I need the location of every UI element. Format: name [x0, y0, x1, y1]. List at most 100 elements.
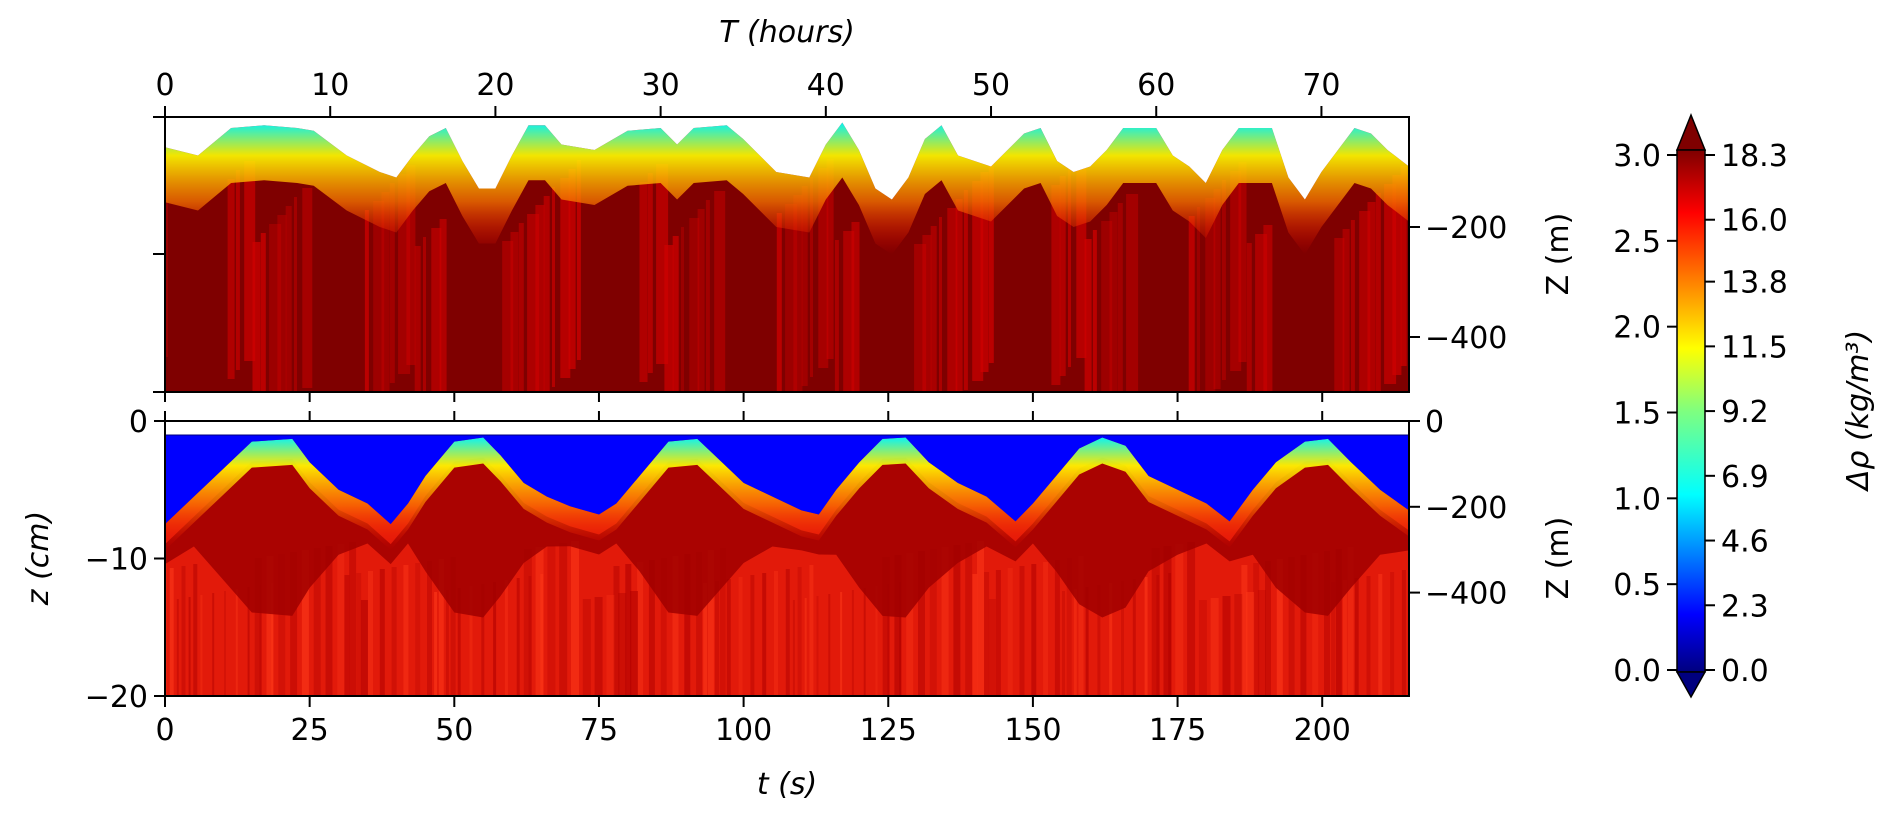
bottom-streak [906, 553, 914, 696]
bottom-streak [1241, 565, 1248, 696]
top-right-y-axis-label: Z (m) [1541, 213, 1576, 296]
bottom-streak [696, 552, 703, 696]
bottom-streak [875, 586, 878, 696]
bottom-streak [469, 586, 473, 696]
colorbar-top-extend [1675, 112, 1707, 151]
bottom-top-strip [165, 421, 1409, 435]
top-streak [302, 188, 313, 388]
top-x-tick-label: 50 [972, 68, 1010, 103]
bottom-streak [1390, 572, 1395, 696]
top-streak [1367, 202, 1376, 392]
top-x-axis: 0 10 20 30 40 50 60 70 [155, 68, 1341, 402]
bottom-streak [630, 591, 638, 696]
top-streak [1076, 158, 1087, 358]
top-streak [1230, 171, 1242, 371]
top-streak [423, 237, 426, 392]
top-streak [510, 232, 519, 392]
top-x-axis-label: T (hours) [719, 15, 855, 50]
bottom-streak [301, 550, 309, 696]
top-streak [1126, 194, 1139, 392]
bottom-streak [247, 587, 250, 696]
top-streak [656, 164, 669, 364]
bottom-streak [434, 592, 438, 696]
bottom-streak [193, 564, 198, 696]
top-streak [576, 160, 581, 360]
bottom-streak [1300, 555, 1307, 696]
colorbar-right-tick-label: 18.3 [1721, 139, 1788, 174]
bottom-streak [259, 585, 262, 696]
bottom-streak [1073, 589, 1077, 696]
bottom-y-tick-label: −20 [85, 680, 148, 715]
bottom-streak [1335, 549, 1342, 696]
bottom-streak [995, 570, 1001, 696]
top-x-tick-label: 70 [1302, 68, 1340, 103]
bottom-streak [176, 599, 179, 696]
top-streak [527, 214, 540, 392]
bottom-right-y-tick-label: −400 [1425, 577, 1507, 612]
top-streak [1359, 211, 1371, 392]
bottom-streak [851, 590, 854, 696]
top-streak [414, 246, 421, 392]
bottom-streak [266, 556, 274, 696]
top-streak [269, 224, 282, 392]
bottom-streak [1210, 598, 1219, 696]
colorbar-left-tick-label: 2.5 [1613, 225, 1661, 260]
bottom-streak [1354, 578, 1359, 696]
bottom-streak [313, 548, 321, 696]
bottom-streak [840, 592, 843, 696]
bottom-streak [1198, 600, 1207, 696]
bottom-streak [1401, 570, 1406, 696]
top-streak [1255, 234, 1268, 392]
bottom-streak [540, 574, 544, 696]
bottom-streak [648, 560, 655, 696]
top-right-y-axis: −200 −400 [1409, 211, 1507, 356]
bottom-streak [271, 583, 274, 696]
bottom-streak [785, 569, 790, 696]
bottom-streak [528, 576, 532, 696]
top-no-data-region [165, 117, 1409, 200]
bottom-streak [816, 596, 819, 696]
top-streak [818, 168, 829, 368]
bottom-streak [863, 588, 866, 696]
bottom-x-tick-label: 100 [715, 713, 772, 748]
bottom-x-axis: 0 25 50 75 100 125 150 175 200 [155, 411, 1351, 748]
bottom-x-tick-label: 0 [155, 713, 174, 748]
top-streak [980, 172, 989, 372]
top-streak [714, 191, 726, 391]
bottom-streak [1054, 560, 1060, 696]
bottom-left-y-axis-label: z (cm) [21, 511, 56, 606]
bottom-streak [582, 599, 591, 696]
top-streak [639, 182, 648, 382]
top-streak [1197, 207, 1200, 392]
top-streak [826, 159, 834, 359]
bottom-x-tick-label: 150 [1004, 713, 1061, 748]
bottom-streak [1257, 590, 1266, 696]
bottom-panel: 0 25 50 75 100 125 150 175 200 0 −10 −20 0 −200 −400… [21, 405, 1576, 802]
bottom-x-tick-label: 175 [1149, 713, 1206, 748]
colorbar-gradient [1676, 149, 1706, 673]
bottom-streak [1378, 574, 1383, 696]
top-streak [647, 173, 653, 373]
bottom-streak [212, 593, 215, 696]
bottom-streak [918, 551, 925, 696]
top-streak [689, 218, 700, 392]
bottom-streak [738, 577, 743, 696]
top-streak [939, 217, 942, 392]
bottom-streak [368, 571, 373, 696]
top-streak [955, 199, 963, 392]
top-streak [439, 219, 447, 392]
bottom-y-tick-label: −10 [85, 543, 148, 578]
bottom-streak [618, 593, 627, 696]
top-stratified-band [165, 122, 1409, 255]
top-streak [1263, 225, 1273, 392]
top-streak [373, 201, 385, 392]
bottom-streak [445, 590, 449, 696]
bottom-streak [637, 562, 644, 696]
top-x-tick-label: 40 [807, 68, 845, 103]
top-streak [922, 235, 932, 392]
bottom-streak [660, 558, 667, 696]
top-streak [972, 181, 984, 381]
bottom-streak [750, 575, 755, 696]
bottom-red-streaks [165, 541, 1406, 696]
bottom-streak [181, 566, 186, 696]
